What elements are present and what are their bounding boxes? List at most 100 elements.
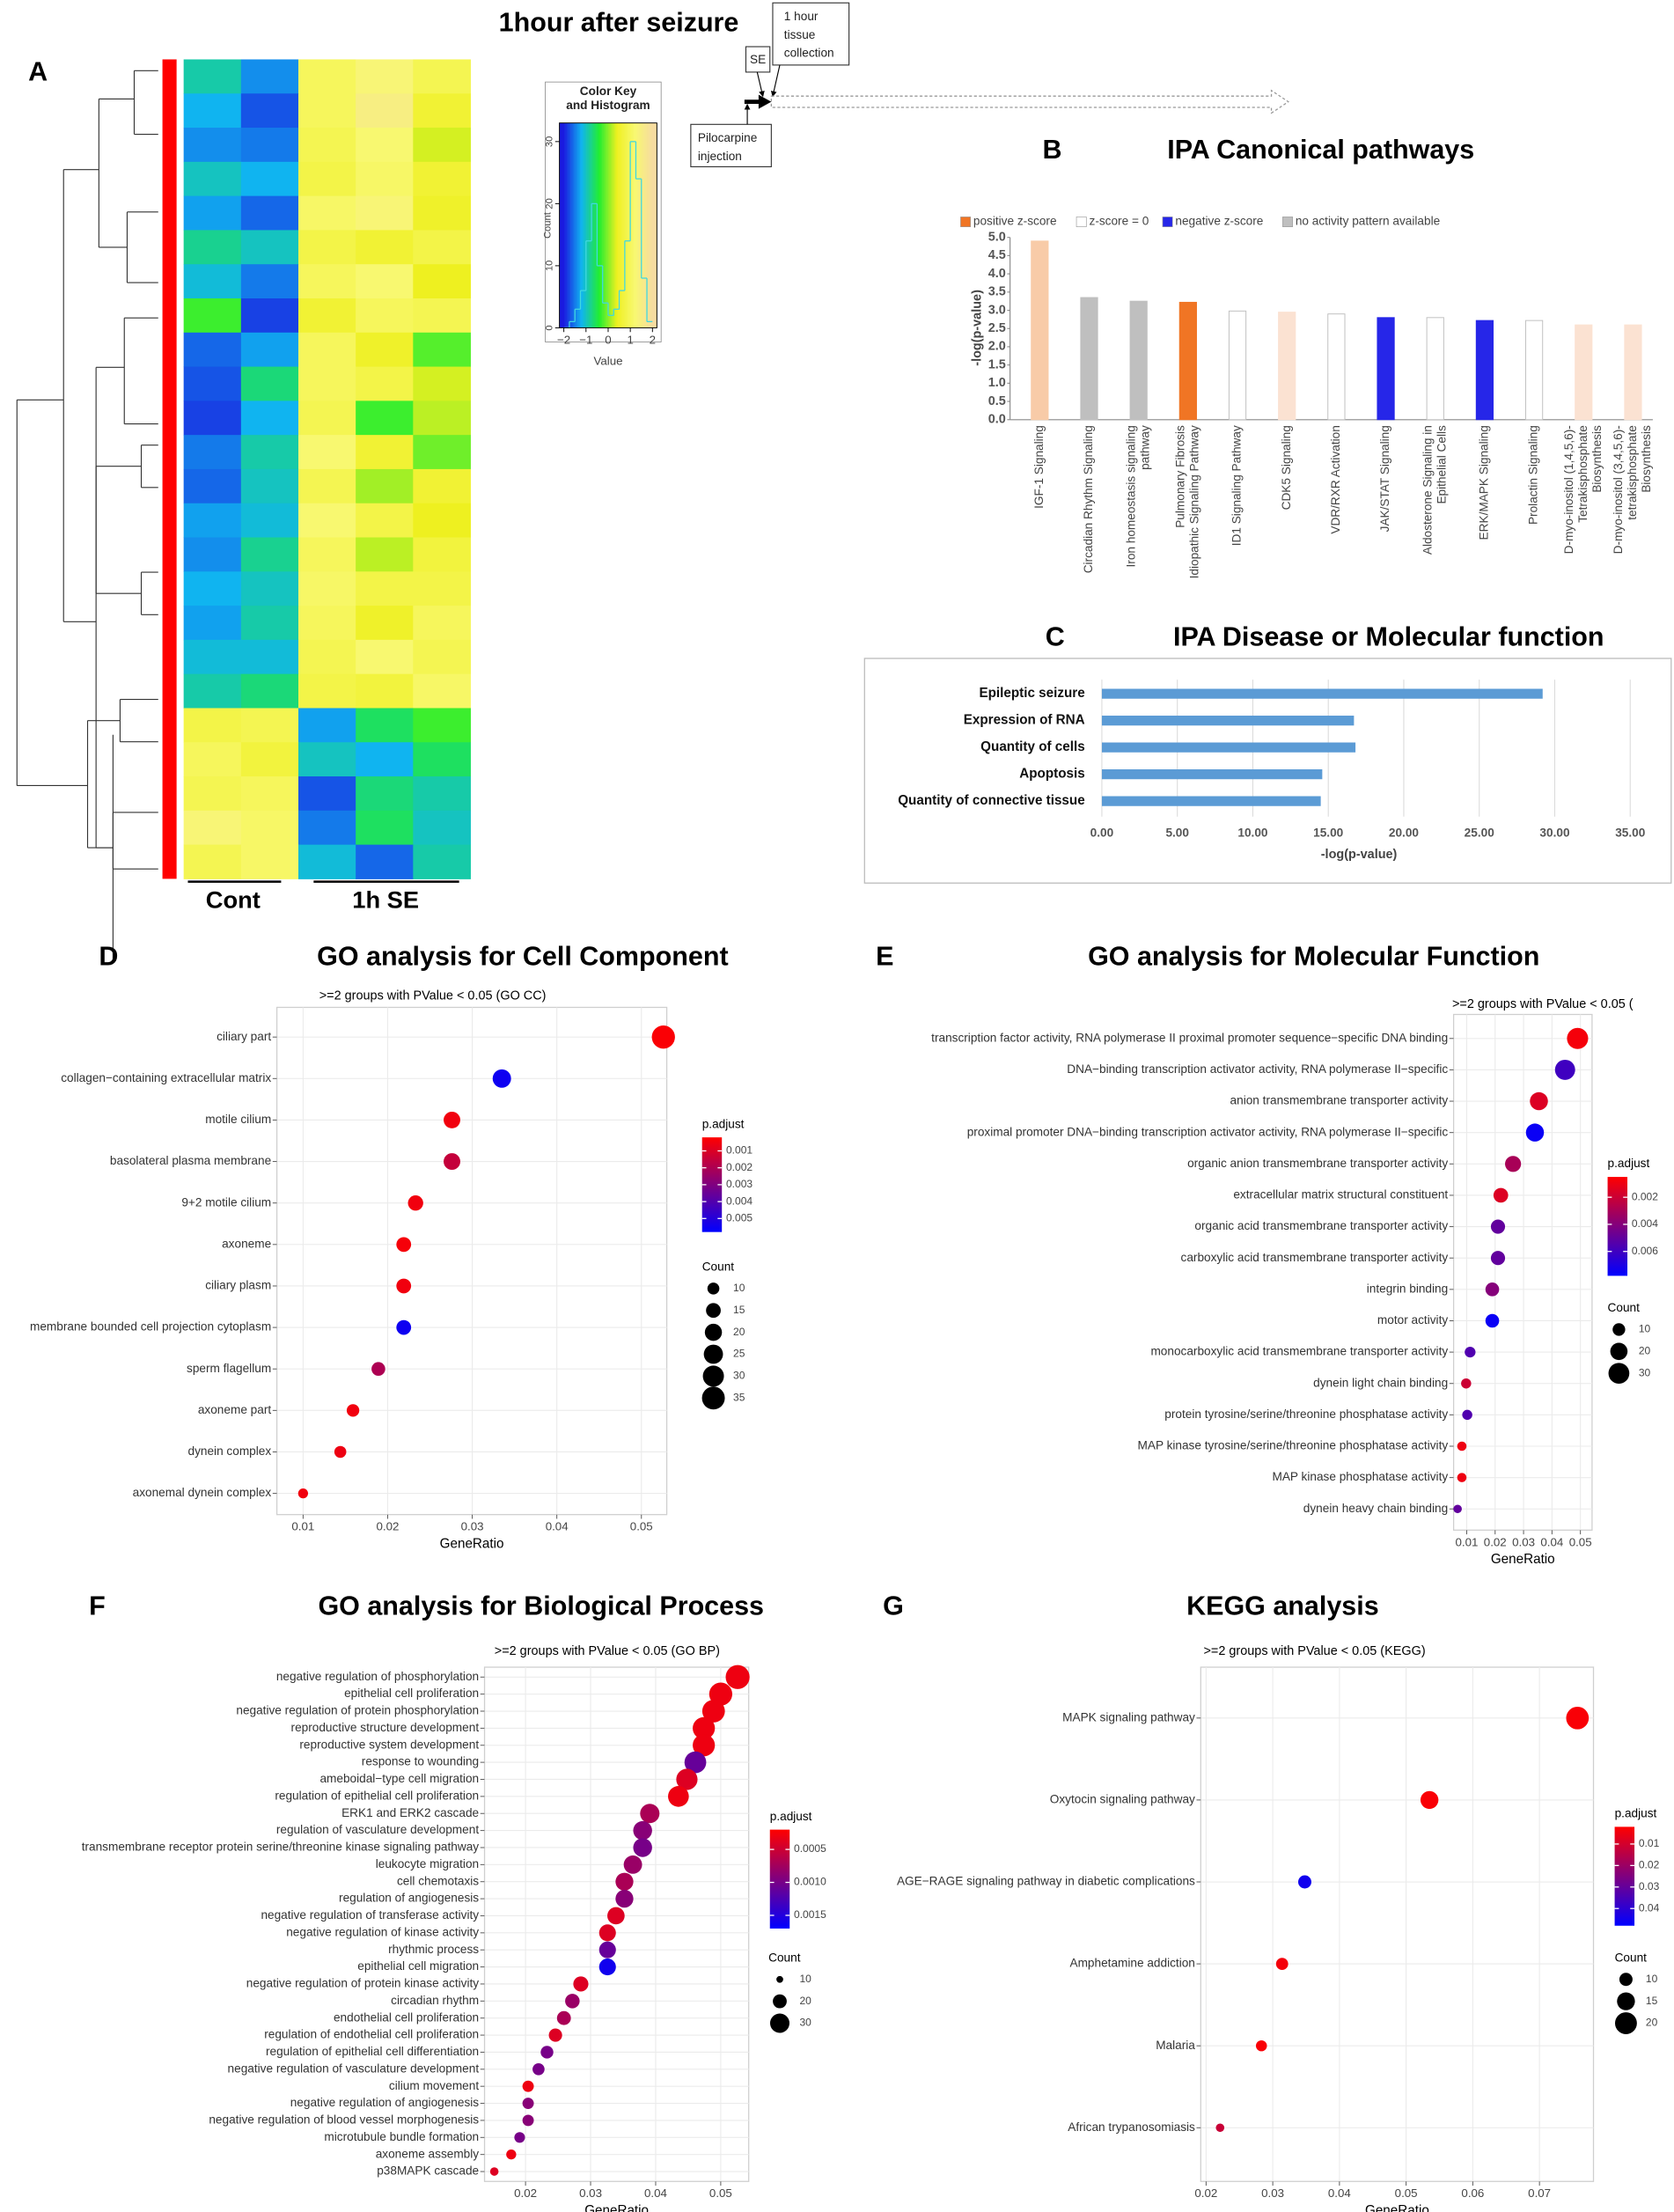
key-x-label: Value [593, 354, 622, 367]
dot [506, 2150, 517, 2160]
heatmap-cell [356, 742, 414, 777]
x-tick-label: 0.05 [630, 1520, 653, 1533]
heatmap-cell [183, 435, 242, 470]
dot [522, 2080, 534, 2092]
y-tick-label: response to wounding [362, 1755, 479, 1768]
x-tick-label: Aldosterone Signaling in [1421, 425, 1434, 555]
dot [1457, 1441, 1467, 1451]
heatmap-cell [413, 503, 471, 538]
size-legend-label: 20 [733, 1326, 745, 1338]
column-label: 1h SE [352, 886, 419, 913]
heatmap-cell [297, 230, 356, 265]
x-tick-label: 0.02 [1194, 2186, 1217, 2200]
key-gradient [610, 122, 613, 328]
x-tick-label: 0.04 [644, 2186, 668, 2200]
dot [407, 1195, 423, 1211]
y-tick-label: integrin binding [1367, 1282, 1448, 1295]
subtitle: >=2 groups with PValue < 0.05 (KEGG) [1204, 1644, 1426, 1658]
dot [514, 2132, 525, 2143]
key-gradient [569, 122, 571, 328]
key-gradient [580, 122, 582, 328]
color-tick-label: 0.04 [1639, 1901, 1660, 1914]
heatmap-cell [297, 468, 356, 504]
size-legend-dot [1614, 2012, 1637, 2034]
x-tick-label-group: Pulmonary Fibrosis Idiopathic Signaling P… [1173, 425, 1200, 578]
heatmap-cell [183, 503, 242, 538]
y-tick-label: Epileptic seizure [979, 686, 1084, 701]
x-tick-label-group: D-myo-inositol (1,4,5,6)- Tetrakisphospha… [1562, 425, 1604, 554]
color-legend-title: p.adjust [770, 1810, 812, 1823]
key-gradient [626, 122, 628, 328]
key-gradient [635, 122, 638, 328]
key-gradient [576, 122, 578, 328]
heatmap-cell [413, 195, 471, 231]
color-bar [1614, 1826, 1635, 1926]
heatmap-cell [240, 708, 299, 743]
y-tick-label: 5.0 [988, 231, 1006, 245]
size-legend-dot [773, 1994, 787, 2009]
dendrogram [16, 399, 88, 787]
heatmap-cell [183, 195, 242, 231]
timeline-text: collection [784, 47, 834, 60]
heatmap-cell [240, 401, 299, 436]
dot [1420, 1790, 1439, 1810]
dot [1453, 1504, 1462, 1514]
heatmap-cell [356, 264, 414, 299]
x-tick-label-group: VDR/RXR Activation [1329, 425, 1342, 533]
bar [1426, 317, 1444, 421]
x-tick-label: JAK/STAT Signaling [1378, 425, 1391, 532]
bar [1101, 769, 1323, 780]
key-gradient [584, 122, 585, 328]
x-tick-label: Prolactin Signaling [1527, 425, 1540, 525]
y-tick-label: regulation of epithelial cell proliferat… [275, 1789, 479, 1802]
y-tick-label: proximal promoter DNA−binding transcript… [967, 1125, 1449, 1138]
heatmap-cell [297, 708, 356, 743]
y-tick-label: negative regulation of protein phosphory… [236, 1704, 479, 1717]
x-tick-label-group: JAK/STAT Signaling [1378, 425, 1391, 532]
size-legend-dot [702, 1365, 724, 1387]
y-tick-label: Quantity of cells [980, 739, 1085, 754]
heatmap-cell [240, 742, 299, 777]
timeline-head [758, 94, 772, 109]
y-tick-label: MAP kinase tyrosine/serine/threonine pho… [1138, 1439, 1449, 1452]
x-tick-label: 0.04 [1328, 2186, 1352, 2200]
heatmap-cell [183, 776, 242, 812]
key-gradient [599, 122, 601, 328]
size-legend-label: 20 [1639, 1344, 1651, 1356]
x-tick-label: Epithelial Cells [1435, 425, 1448, 504]
bar [1080, 297, 1098, 421]
heatmap-cell [413, 673, 471, 709]
heatmap-cell [297, 810, 356, 846]
heatmap-cell [297, 264, 356, 299]
heatmap-cell [297, 606, 356, 641]
key-gradient [638, 122, 641, 328]
plot-panel [1452, 1013, 1593, 1531]
key-title: Color Key [580, 85, 637, 98]
legend-swatch [1162, 217, 1173, 227]
x-tick-label-group: Iron homeostasis signaling pathway [1124, 425, 1151, 568]
key-gradient [650, 122, 651, 328]
heatmap-cell [297, 366, 356, 401]
y-tick-label: 0.5 [988, 394, 1006, 408]
y-tick-label: epithelial cell migration [357, 1959, 479, 1973]
key-x-tick-label: 0 [605, 333, 611, 346]
key-gradient [615, 122, 617, 328]
y-tick-label: 2.0 [988, 340, 1006, 354]
x-tick-label-group: IGF-1 Signaling [1032, 425, 1046, 509]
key-gradient [655, 122, 657, 328]
y-tick-label: MAPK signaling pathway [1062, 1710, 1195, 1723]
y-tick-label: 4.5 [988, 248, 1006, 262]
y-axis-label: -log(p-value) [971, 290, 985, 366]
heatmap-cell [183, 264, 242, 299]
key-gradient [613, 122, 615, 328]
legend-swatch [1076, 217, 1087, 227]
color-bar [701, 1137, 723, 1232]
heatmap-cell [297, 435, 356, 470]
heatmap-cell [183, 571, 242, 606]
y-tick-label: dynein heavy chain binding [1303, 1502, 1448, 1515]
y-tick-label: regulation of endothelial cell prolifera… [264, 2028, 479, 2041]
dot [623, 1855, 642, 1874]
key-gradient [590, 122, 591, 328]
